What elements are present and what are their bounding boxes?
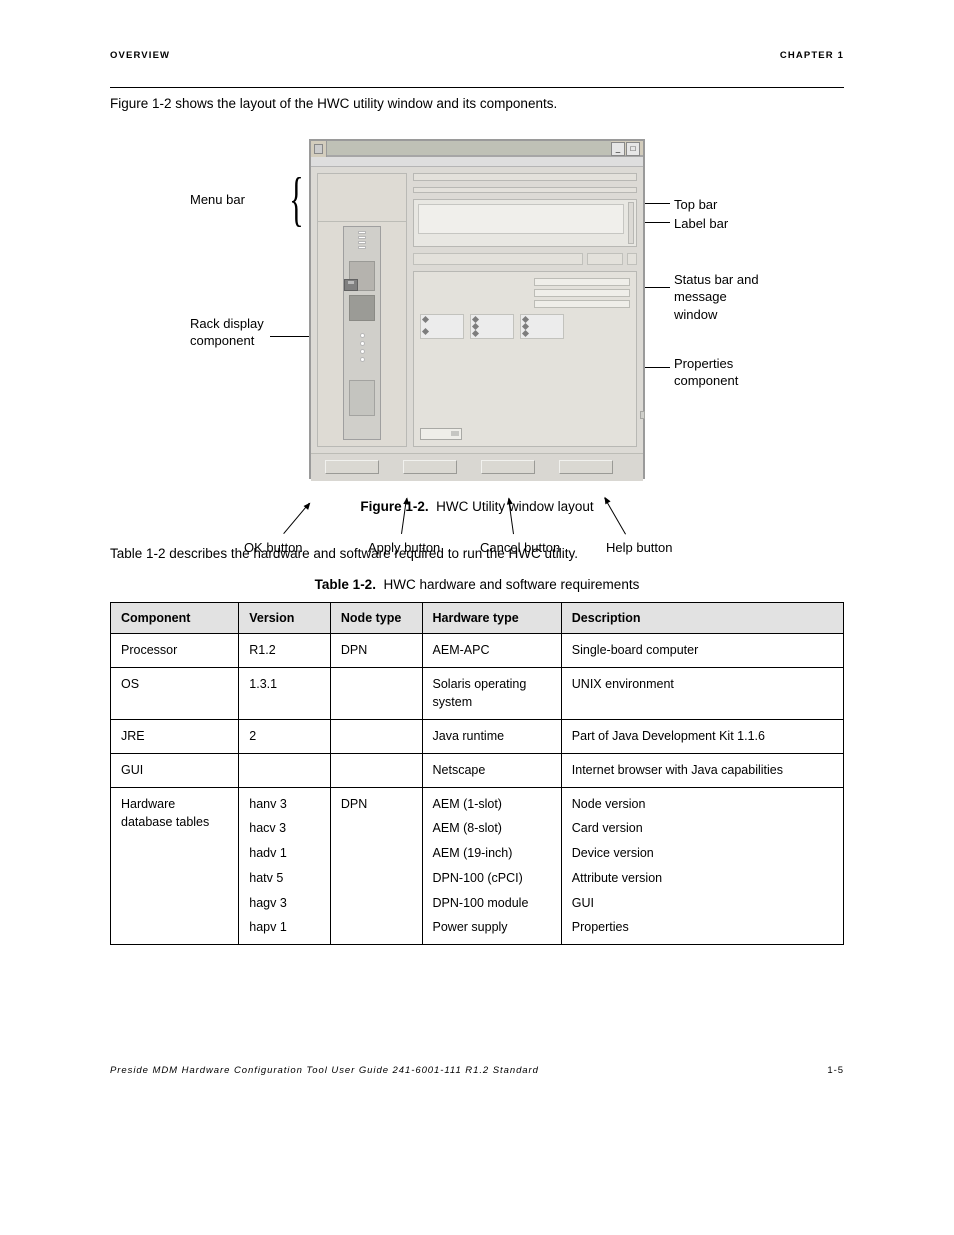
titlebar: _ □ [311, 141, 643, 157]
col-hardware: Hardware type [422, 602, 561, 633]
header-rule [110, 87, 844, 88]
top-bar [413, 173, 637, 181]
table-row: Hardware database tableshanv 3hacv 3hadv… [111, 787, 844, 945]
col-nodetype: Node type [330, 602, 422, 633]
callout-ok: OK button [244, 539, 303, 557]
callout-labelbar: Label bar [674, 215, 728, 233]
table-caption-text: HWC hardware and software requirements [383, 577, 639, 592]
table-cell: Solaris operating system [422, 667, 561, 720]
table-cell: R1.2 [239, 633, 331, 667]
minimize-button[interactable]: _ [611, 142, 625, 156]
table-cell: GUI [111, 753, 239, 787]
property-list[interactable] [420, 314, 464, 339]
property-list[interactable] [470, 314, 514, 339]
requirements-table: Component Version Node type Hardware typ… [110, 602, 844, 945]
table-cell: DPN [330, 633, 422, 667]
status-bar [413, 253, 637, 265]
col-description: Description [561, 602, 843, 633]
rack-slot-dark[interactable] [349, 295, 375, 321]
rack-display[interactable] [317, 173, 407, 447]
cancel-button[interactable] [481, 460, 535, 474]
table-cell: Part of Java Development Kit 1.1.6 [561, 720, 843, 754]
menubar[interactable] [311, 157, 643, 167]
table-row: GUI NetscapeInternet browser with Java ca… [111, 753, 844, 787]
table-cell: hanv 3hacv 3hadv 1hatv 5hagv 3hapv 1 [239, 787, 331, 945]
table-row: OS1.3.1 Solaris operating systemUNIX envi… [111, 667, 844, 720]
property-field[interactable] [534, 278, 630, 286]
table-cell: 1.3.1 [239, 667, 331, 720]
figure-hwc-window: { Menu bar Rack display component Top ba… [212, 139, 742, 479]
scrollbar[interactable] [628, 202, 634, 244]
property-field[interactable] [534, 300, 630, 308]
property-list[interactable] [520, 314, 564, 339]
table-cell: AEM (1-slot)AEM (8-slot)AEM (19-inch)DPN… [422, 787, 561, 945]
callout-menubar: Menu bar [190, 191, 245, 209]
table-cell: Internet browser with Java capabilities [561, 753, 843, 787]
table-cell: Node versionCard versionDevice versionAt… [561, 787, 843, 945]
property-field[interactable] [534, 289, 630, 297]
table-cell [330, 667, 422, 720]
table-cell: AEM-APC [422, 633, 561, 667]
table-caption: Table 1-2. HWC hardware and software req… [110, 577, 844, 592]
menubar-brace: { [289, 169, 303, 229]
callout-help: Help button [606, 539, 673, 557]
table-header-row: Component Version Node type Hardware typ… [111, 602, 844, 633]
table-cell [239, 753, 331, 787]
col-component: Component [111, 602, 239, 633]
ok-button[interactable] [325, 460, 379, 474]
rack-slot[interactable] [349, 261, 375, 291]
table-cell: UNIX environment [561, 667, 843, 720]
apply-button[interactable] [403, 460, 457, 474]
label-bar [413, 187, 637, 193]
table-row: JRE2 Java runtimePart of Java Development… [111, 720, 844, 754]
table-intro: Table 1-2 describes the hardware and sof… [110, 544, 844, 565]
footer-pagenum: 1-5 [827, 1065, 844, 1076]
page-header-left: OVERVIEW [110, 50, 170, 61]
page-header-right: CHAPTER 1 [780, 50, 844, 61]
callout-statusbar: Status bar and message window [674, 271, 764, 324]
intro-paragraph: Figure 1-2 shows the layout of the HWC u… [110, 94, 844, 115]
table-cell: JRE [111, 720, 239, 754]
resize-handle[interactable] [640, 411, 645, 419]
table-cell: Netscape [422, 753, 561, 787]
figure-caption: Figure 1-2. HWC Utility window layout [110, 499, 844, 514]
footer-docinfo: Preside MDM Hardware Configuration Tool … [110, 1065, 539, 1076]
system-menu-icon[interactable] [311, 141, 327, 157]
table-row: ProcessorR1.2DPNAEM-APCSingle-board comp… [111, 633, 844, 667]
disk-icon [344, 279, 358, 291]
col-version: Version [239, 602, 331, 633]
help-button[interactable] [559, 460, 613, 474]
table-cell: DPN [330, 787, 422, 945]
rack [343, 226, 381, 440]
table-cell: Single-board computer [561, 633, 843, 667]
table-label: Table 1-2. [315, 577, 376, 592]
maximize-button[interactable]: □ [626, 142, 640, 156]
table-cell: Java runtime [422, 720, 561, 754]
rack-module[interactable] [349, 380, 375, 416]
callout-rack: Rack display component [190, 315, 290, 350]
hwc-window: _ □ [309, 139, 645, 479]
properties-panel [413, 271, 637, 447]
table-cell: Processor [111, 633, 239, 667]
table-cell [330, 720, 422, 754]
table-cell: 2 [239, 720, 331, 754]
table-cell [330, 753, 422, 787]
table-cell: OS [111, 667, 239, 720]
properties-apply-button[interactable] [420, 428, 462, 440]
callout-properties: Properties component [674, 355, 754, 390]
callout-cancel: Cancel button [480, 539, 560, 557]
table-cell: Hardware database tables [111, 787, 239, 945]
figure-caption-text: HWC Utility window layout [436, 499, 594, 514]
callout-apply: Apply button [368, 539, 440, 557]
message-window [413, 199, 637, 247]
callout-topbar: Top bar [674, 196, 717, 214]
figure-label: Figure 1-2. [360, 499, 428, 514]
